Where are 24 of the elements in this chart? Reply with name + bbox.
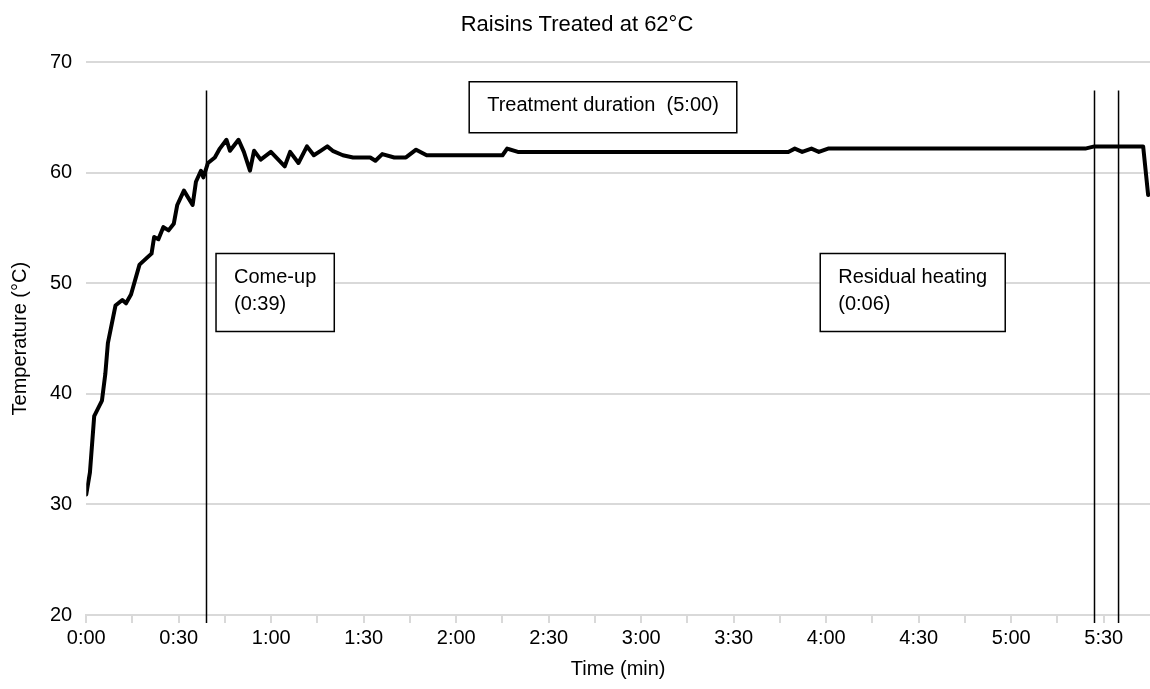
x-tick-label: 4:30 xyxy=(899,625,939,648)
annotation: Residual heating (0:06) xyxy=(838,265,988,315)
y-tick-label: 70 xyxy=(50,49,73,72)
x-tick-label: 2:30 xyxy=(529,625,569,648)
x-axis-title: Time (min) xyxy=(570,656,666,679)
x-tick-label: 4:00 xyxy=(806,625,846,648)
x-tick-label: 5:00 xyxy=(991,625,1031,648)
annotation: Treatment duration (5:00) xyxy=(487,93,719,116)
x-tick-label: 2:00 xyxy=(436,625,476,648)
annotation: Come-up (0:39) xyxy=(234,265,317,315)
y-tick-label: 30 xyxy=(50,492,73,514)
y-axis-title: Temperature (°C) xyxy=(7,261,30,416)
x-tick-label: 0:30 xyxy=(159,625,199,648)
x-tick-label: 1:00 xyxy=(251,625,291,648)
y-tick-label: 20 xyxy=(50,602,73,625)
chart-title: Raisins Treated at 62°C xyxy=(460,11,694,37)
y-tick-label: 60 xyxy=(50,160,73,183)
y-tick-label: 40 xyxy=(50,381,73,404)
x-tick-label: 3:30 xyxy=(714,625,754,648)
x-tick-label: 5:30 xyxy=(1084,625,1124,648)
x-tick-label: 1:30 xyxy=(344,625,384,648)
y-tick-label: 50 xyxy=(50,270,73,293)
x-tick-label: 0:00 xyxy=(66,625,106,648)
x-tick-label: 3:00 xyxy=(621,625,661,648)
